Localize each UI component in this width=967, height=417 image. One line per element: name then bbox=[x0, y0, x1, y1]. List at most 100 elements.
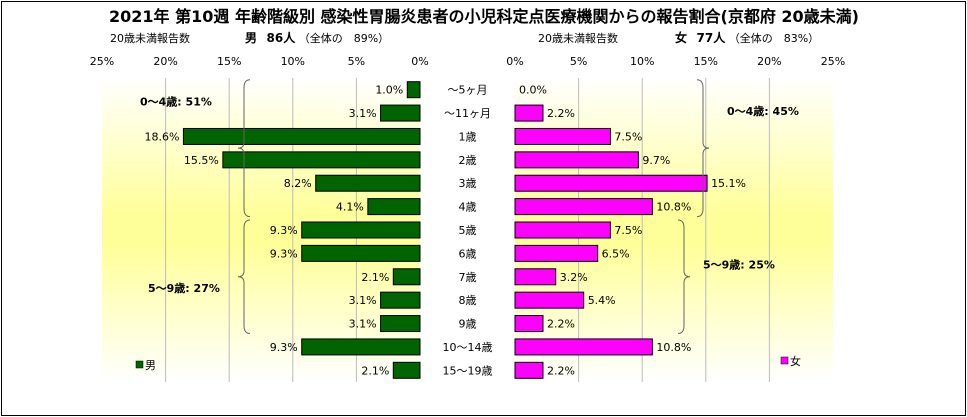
male-data-label: 9.3% bbox=[270, 247, 298, 260]
female-x-tick-label: 20% bbox=[757, 55, 781, 68]
female-5-9-annotation: 5～9歳: 25% bbox=[703, 257, 775, 271]
female-x-tick-label: 10% bbox=[630, 55, 654, 68]
category-label: 15～19歳 bbox=[443, 364, 493, 377]
male-x-tick-label: 10% bbox=[281, 55, 305, 68]
male-bar bbox=[367, 198, 421, 216]
female-x-tick-label: 25% bbox=[821, 55, 845, 68]
male-data-label: 9.3% bbox=[270, 224, 298, 237]
female-bar bbox=[514, 315, 544, 333]
female-bar bbox=[514, 268, 557, 286]
chart-title: 2021年 第10週 年齢階級別 感染性胃腸炎患者の小児科定点医療機関からの報告… bbox=[109, 7, 859, 26]
female-data-label: 10.8% bbox=[656, 201, 691, 214]
male-bar bbox=[406, 81, 421, 99]
female-sex-label: 女 bbox=[675, 31, 688, 45]
category-label: 4歳 bbox=[459, 201, 477, 214]
male-x-tick-label: 5% bbox=[348, 55, 365, 68]
female-0-4-brace bbox=[696, 79, 710, 218]
male-x-tick-label: 20% bbox=[153, 55, 177, 68]
male-data-label: 2.1% bbox=[361, 271, 389, 284]
female-data-label: 9.7% bbox=[642, 154, 670, 167]
female-data-label: 3.2% bbox=[560, 271, 588, 284]
female-report-label: 20歳未満報告数 bbox=[538, 32, 618, 45]
category-label: ～5ヶ月 bbox=[448, 84, 488, 97]
male-legend-label: 男 bbox=[145, 359, 156, 372]
male-5-9-annotation: 5～9歳: 27% bbox=[148, 281, 220, 295]
male-bar bbox=[392, 361, 421, 379]
category-label: ～11ヶ月 bbox=[444, 107, 491, 120]
female-data-label: 6.5% bbox=[602, 247, 630, 260]
female-0-4-annotation: 0～4歳: 45% bbox=[727, 104, 799, 118]
female-data-label: 15.1% bbox=[711, 177, 746, 190]
male-x-tick-label: 0% bbox=[411, 55, 428, 68]
female-count: 77人 bbox=[696, 31, 726, 45]
female-bar bbox=[514, 104, 544, 122]
male-x-tick-label: 25% bbox=[90, 55, 114, 68]
male-data-label: 18.6% bbox=[144, 130, 179, 143]
male-count: 86人 bbox=[266, 31, 296, 45]
category-label: 9歳 bbox=[459, 318, 477, 331]
male-bar bbox=[301, 244, 421, 262]
male-data-label: 3.1% bbox=[349, 294, 377, 307]
female-bar bbox=[514, 174, 708, 192]
category-label: 5歳 bbox=[459, 224, 477, 237]
male-report-label: 20歳未満報告数 bbox=[110, 32, 190, 45]
male-bar bbox=[380, 315, 421, 333]
female-share: （全体の 83%） bbox=[728, 32, 820, 45]
male-legend-swatch bbox=[135, 360, 144, 369]
female-legend-swatch bbox=[780, 356, 789, 365]
female-data-label: 10.8% bbox=[656, 341, 691, 354]
male-data-label: 2.1% bbox=[361, 364, 389, 377]
female-bar bbox=[514, 244, 599, 262]
male-bar bbox=[392, 268, 421, 286]
male-data-label: 9.3% bbox=[270, 341, 298, 354]
female-x-tick-label: 15% bbox=[694, 55, 718, 68]
female-legend-label: 女 bbox=[790, 354, 801, 368]
female-header: 20歳未満報告数 女 77人 （全体の 83%） bbox=[538, 29, 819, 46]
female-x-tick-label: 5% bbox=[570, 55, 587, 68]
female-bar bbox=[514, 291, 585, 309]
male-bar bbox=[301, 221, 421, 239]
category-label: 2歳 bbox=[459, 154, 477, 167]
female-bar bbox=[514, 338, 653, 356]
category-label: 10～14歳 bbox=[443, 341, 493, 354]
male-data-label: 15.5% bbox=[184, 154, 219, 167]
female-bar bbox=[514, 361, 544, 379]
male-0-4-brace bbox=[237, 79, 251, 218]
male-header: 20歳未満報告数 男 86人 （全体の 89%） bbox=[110, 29, 389, 46]
female-bar bbox=[514, 127, 611, 145]
male-data-label: 4.1% bbox=[336, 201, 364, 214]
female-data-label: 7.5% bbox=[614, 224, 642, 237]
female-data-label: 2.2% bbox=[547, 107, 575, 120]
female-data-label: 2.2% bbox=[547, 318, 575, 331]
male-bar bbox=[380, 104, 421, 122]
female-x-tick-label: 0% bbox=[506, 55, 523, 68]
male-bar bbox=[380, 291, 421, 309]
female-bar bbox=[514, 151, 639, 169]
male-bar bbox=[315, 174, 421, 192]
category-label: 7歳 bbox=[459, 271, 477, 284]
female-data-label: 0.0% bbox=[519, 84, 547, 97]
male-bar bbox=[182, 127, 421, 145]
female-data-label: 7.5% bbox=[614, 130, 642, 143]
male-data-label: 3.1% bbox=[349, 107, 377, 120]
category-label: 1歳 bbox=[459, 130, 477, 143]
male-share: （全体の 89%） bbox=[298, 32, 390, 45]
female-data-label: 5.4% bbox=[588, 294, 616, 307]
female-data-label: 2.2% bbox=[547, 364, 575, 377]
male-data-label: 3.1% bbox=[349, 318, 377, 331]
category-label: 6歳 bbox=[459, 247, 477, 260]
male-bar bbox=[222, 151, 421, 169]
category-label: 3歳 bbox=[459, 177, 477, 190]
male-data-label: 8.2% bbox=[284, 177, 312, 190]
female-5-9-brace bbox=[677, 219, 691, 335]
male-sex-label: 男 bbox=[245, 31, 258, 45]
male-5-9-brace bbox=[237, 219, 251, 335]
female-bar bbox=[514, 198, 653, 216]
category-label: 8歳 bbox=[459, 294, 477, 307]
male-data-label: 1.0% bbox=[375, 84, 403, 97]
male-0-4-annotation: 0～4歳: 51% bbox=[140, 95, 212, 109]
male-x-tick-label: 15% bbox=[217, 55, 241, 68]
male-bar bbox=[301, 338, 421, 356]
female-bar bbox=[514, 221, 611, 239]
